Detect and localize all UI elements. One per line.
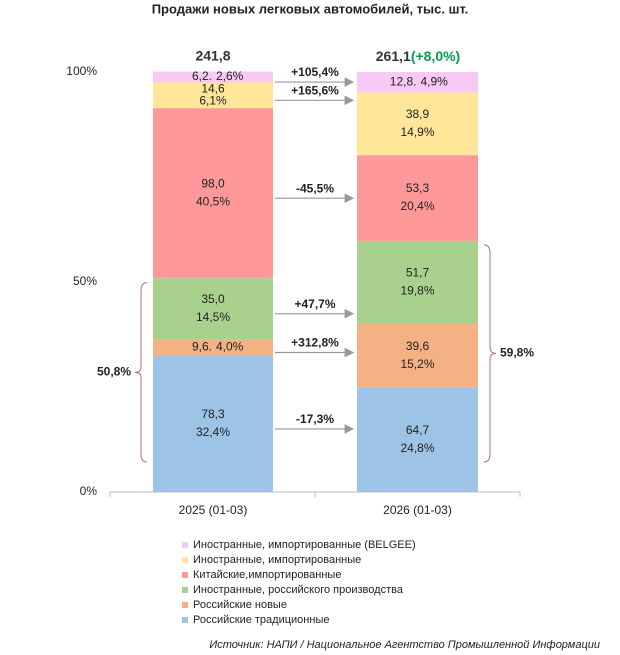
bracket xyxy=(134,282,148,463)
share-label: 6,1% xyxy=(199,93,227,107)
count-label: 14,6 xyxy=(201,81,225,95)
bar-segment xyxy=(357,155,478,241)
share-label: 2,6% xyxy=(216,69,244,83)
share-label: 14,9% xyxy=(400,125,434,139)
share-label: 15,2% xyxy=(400,357,434,371)
count-label: 53,3 xyxy=(406,181,430,195)
count-label: 51,7 xyxy=(406,266,430,280)
y-tick-label: 0% xyxy=(80,484,98,498)
legend-swatch xyxy=(182,587,188,593)
bar-segment xyxy=(357,72,478,93)
share-label: 4,9% xyxy=(421,74,449,88)
change-label: +312,8% xyxy=(291,336,339,350)
bar-segment xyxy=(357,240,478,324)
count-label: 39,6 xyxy=(406,339,430,353)
bar-segment xyxy=(357,92,478,156)
count-label: 78,3 xyxy=(201,407,225,421)
count-label: 35,0 xyxy=(201,292,225,306)
bracket xyxy=(483,244,497,463)
bar-segment xyxy=(153,82,273,109)
change-label: +165,6% xyxy=(291,83,339,97)
bar-segment xyxy=(153,278,273,340)
bar-segment xyxy=(153,355,273,492)
share-label: 24,8% xyxy=(400,441,434,455)
share-label: 14,5% xyxy=(196,310,230,324)
count-label: 12,8. xyxy=(390,74,417,88)
count-label: 9,6. xyxy=(192,340,212,354)
bar-segment xyxy=(153,108,273,279)
legend-label: Иностранные, импортированные xyxy=(193,554,361,566)
source: Источник: НАПИ / Национальное Агентство … xyxy=(209,639,600,651)
legend-label: Российские новые xyxy=(193,599,287,611)
bracket-label: 59,8% xyxy=(500,346,534,360)
legend-swatch xyxy=(182,602,188,608)
count-label: 6,2. xyxy=(192,69,212,83)
share-label: 4,0% xyxy=(216,340,244,354)
share-label: 40,5% xyxy=(196,194,230,208)
chart-title: Продажи новых легковых автомобилей, тыс.… xyxy=(152,1,469,16)
legend-swatch xyxy=(182,542,188,548)
total-label: 241,8 xyxy=(195,48,230,64)
change-label: -45,5% xyxy=(296,181,334,195)
count-label: 38,9 xyxy=(406,107,430,121)
bar-segment xyxy=(357,387,478,492)
bar-segment xyxy=(153,339,273,356)
change-label: +105,4% xyxy=(291,65,339,79)
share-label: 19,8% xyxy=(400,284,434,298)
bracket-label: 50,8% xyxy=(97,364,131,378)
change-label: +47,7% xyxy=(294,297,335,311)
legend-label: Иностранные, импортированные (BELGEE) xyxy=(193,539,416,551)
count-label: 64,7 xyxy=(406,423,430,437)
y-tick-label: 50% xyxy=(73,274,97,288)
legend-label: Китайские,импортированные xyxy=(193,569,341,581)
y-tick-label: 100% xyxy=(66,64,97,78)
bar-segment xyxy=(153,71,273,83)
legend-label: Российские традиционные xyxy=(193,614,329,626)
total-change: (+8,0%) xyxy=(411,48,460,64)
total-label: 261,1(+8,0%) xyxy=(376,48,460,64)
legend-label: Иностранные, российского производства xyxy=(193,584,404,596)
x-tick-label: 2025 (01-03) xyxy=(179,503,248,517)
legend-swatch xyxy=(182,557,188,563)
share-label: 32,4% xyxy=(196,425,230,439)
total-value: 261,1 xyxy=(376,48,411,64)
share-label: 20,4% xyxy=(400,199,434,213)
count-label: 98,0 xyxy=(201,176,225,190)
bar-segment xyxy=(357,324,478,388)
change-label: -17,3% xyxy=(296,412,334,426)
x-tick-label: 2026 (01-03) xyxy=(383,503,452,517)
legend-swatch xyxy=(182,617,188,623)
legend-swatch xyxy=(182,572,188,578)
